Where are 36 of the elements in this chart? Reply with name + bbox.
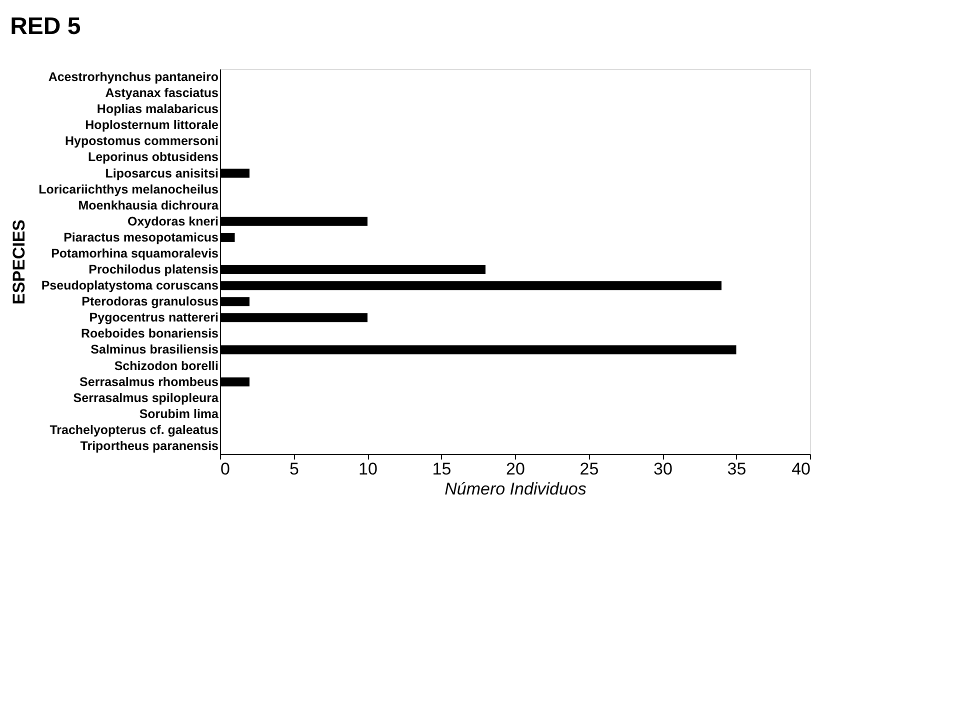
y-tick-label: Acestrorhynchus pantaneiro (48, 70, 219, 84)
x-tick-label: 5 (290, 460, 299, 478)
x-axis-title: Número Individuos (444, 480, 587, 498)
x-tick-label: 20 (506, 460, 525, 478)
y-tick-label: Leporinus obtusidens (88, 150, 219, 164)
y-tick-label: Sorubim lima (139, 406, 220, 421)
y-axis-title: ESPECIES (10, 219, 29, 305)
x-tick-label: 35 (727, 460, 746, 478)
y-tick-label: Roeboides bonariensis (80, 326, 219, 341)
y-tick-label: Salminus brasiliensis (90, 342, 219, 357)
x-tick-label: 30 (654, 460, 672, 478)
x-tick-label: 25 (580, 460, 599, 478)
y-tick-label: Trachelyopterus cf. galeatus (50, 422, 219, 437)
y-tick-label: Hypostomus commersoni (64, 134, 218, 148)
y-tick-label: Potamorhina squamoralevis (51, 246, 219, 260)
y-tick-label: Pterodoras granulosus (82, 294, 219, 309)
x-tick-label: 0 (220, 460, 230, 478)
y-tick-label: Schizodon borelli (114, 358, 218, 373)
y-tick-label: Moenkhausia dichroura (78, 198, 220, 212)
y-tick-label: Piaractus mesopotamicus (64, 230, 219, 244)
y-tick-label: Hoplias malabaricus (96, 102, 219, 116)
y-tick-label: Pseudoplatystoma coruscans (41, 278, 219, 293)
y-tick-label: Hoplosternum littorale (85, 118, 219, 132)
x-tick-label: 15 (432, 460, 452, 478)
chart-title: RED 5 (10, 13, 81, 40)
y-tick-label: Loricariichthys melanocheilus (38, 182, 219, 196)
y-tick-label: Oxydoras kneri (127, 214, 218, 228)
y-tick-label: Astyanax fasciatus (105, 86, 219, 100)
y-tick-label: Pygocentrus nattereri (89, 310, 218, 325)
x-tick-label: 40 (792, 460, 810, 478)
y-tick-label: Serrasalmus rhombeus (80, 374, 219, 389)
y-tick-label: Triportheus paranensis (80, 438, 219, 453)
y-tick-label: Serrasalmus spilopleura (73, 390, 220, 405)
y-tick-label: Prochilodus platensis (88, 262, 219, 277)
y-tick-label: Liposarcus anisitsi (105, 166, 218, 180)
x-tick-label: 10 (358, 460, 378, 478)
